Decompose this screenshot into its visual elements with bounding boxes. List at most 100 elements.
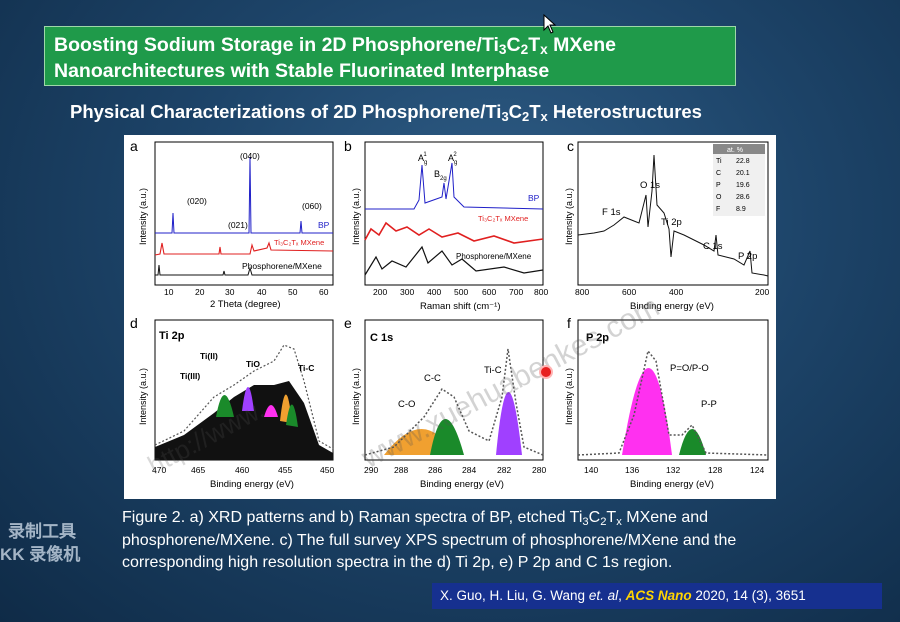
ylabel-b: Intensity (a.u.) [351, 188, 361, 245]
svg-text:at. %: at. % [727, 147, 743, 154]
slide-title: Boosting Sodium Storage in 2D Phosphoren… [44, 26, 736, 86]
svg-text:Ti: Ti [716, 158, 722, 165]
svg-text:500: 500 [454, 287, 468, 297]
legend-a-bp: BP [318, 220, 330, 230]
svg-text:290: 290 [364, 465, 378, 475]
peak-021: (021) [228, 220, 248, 230]
panel-b: b Ag1 B2g Ag2 BP Ti₃C₂Tₓ MXene Phosphore… [344, 138, 548, 312]
svg-text:60: 60 [319, 287, 329, 297]
panel-letter-b: b [344, 138, 352, 154]
figure-panel: a (020) (021) (040) (060) BP Ti₃C₂Tₓ MXe… [124, 135, 776, 499]
svg-text:200: 200 [755, 287, 769, 297]
title-line-2: Nanoarchitectures with Stable Fluorinate… [54, 60, 550, 82]
panel-letter-f: f [567, 315, 571, 331]
svg-text:F: F [716, 206, 720, 213]
ylabel-f: Intensity (a.u.) [564, 368, 574, 425]
title-d: Ti 2p [159, 330, 185, 342]
xlabel-f: Binding energy (eV) [630, 479, 714, 490]
xps-f1s: F 1s [602, 207, 621, 218]
raman-ag2: Ag2 [448, 152, 457, 166]
xps-ti2p: Ti 2p [661, 217, 682, 228]
ylabel-a: Intensity (a.u.) [138, 188, 148, 245]
legend-b-mxene: Ti₃C₂Tₓ MXene [478, 214, 528, 223]
label-tic-e: Ti-C [484, 365, 502, 376]
ylabel-c: Intensity (a.u.) [564, 188, 574, 245]
svg-text:8.9: 8.9 [736, 206, 746, 213]
svg-text:600: 600 [622, 287, 636, 297]
xlabel-b: Raman shift (cm⁻¹) [420, 301, 501, 312]
svg-text:600: 600 [482, 287, 496, 297]
legend-b-composite: Phosphorene/MXene [456, 252, 532, 261]
svg-text:124: 124 [750, 465, 764, 475]
svg-text:O: O [716, 194, 722, 201]
label-pp: P-P [701, 399, 717, 410]
xlabel-a: 2 Theta (degree) [210, 299, 281, 310]
panel-letter-a: a [130, 138, 138, 154]
label-co: C-O [398, 399, 415, 410]
label-po: P=O/P-O [670, 363, 709, 374]
svg-text:470: 470 [152, 465, 166, 475]
label-tio: TiO [246, 359, 260, 369]
svg-text:P: P [716, 182, 721, 189]
panel-c: c O 1s F 1s Ti 2p C 1s P 2p at. % Ti 22.8… [564, 138, 769, 312]
svg-text:128: 128 [708, 465, 722, 475]
caption-line-2: phosphorene/MXene. c) The full survey XP… [122, 531, 737, 549]
svg-text:22.8: 22.8 [736, 158, 750, 165]
svg-text:465: 465 [191, 465, 205, 475]
raman-ag1: Ag1 [418, 152, 427, 166]
ylabel-e: Intensity (a.u.) [351, 368, 361, 425]
svg-text:132: 132 [666, 465, 680, 475]
svg-text:800: 800 [534, 287, 548, 297]
svg-text:30: 30 [225, 287, 235, 297]
svg-text:200: 200 [373, 287, 387, 297]
figure-svg: a (020) (021) (040) (060) BP Ti₃C₂Tₓ MXe… [130, 138, 769, 490]
svg-text:10: 10 [164, 287, 174, 297]
legend-b-bp: BP [528, 193, 540, 203]
xps-o1s: O 1s [640, 180, 660, 191]
caption-line-1: Figure 2. a) XRD patterns and b) Raman s… [122, 509, 709, 528]
svg-text:136: 136 [625, 465, 639, 475]
slide-subtitle: Physical Characterizations of 2D Phospho… [70, 101, 702, 124]
svg-text:286: 286 [428, 465, 442, 475]
svg-text:19.6: 19.6 [736, 182, 750, 189]
svg-text:455: 455 [278, 465, 292, 475]
legend-a-composite: Phosphorene/MXene [242, 261, 322, 271]
peak-020: (020) [187, 196, 207, 206]
svg-text:700: 700 [509, 287, 523, 297]
svg-text:288: 288 [394, 465, 408, 475]
title-f: P 2p [586, 332, 609, 344]
label-ti2: Ti(II) [200, 351, 218, 361]
svg-text:450: 450 [320, 465, 334, 475]
label-tic-d: Ti-C [298, 363, 314, 373]
svg-text:20: 20 [195, 287, 205, 297]
peak-040: (040) [240, 151, 260, 161]
peak-060: (060) [302, 201, 322, 211]
title-e: C 1s [370, 332, 393, 344]
label-cc: C-C [424, 373, 441, 384]
title-line-1: Boosting Sodium Storage in 2D Phosphoren… [54, 34, 616, 57]
xlabel-c: Binding energy (eV) [630, 301, 714, 312]
xlabel-d: Binding energy (eV) [210, 479, 294, 490]
svg-text:40: 40 [257, 287, 267, 297]
panel-e: e C 1s C-O C-C Ti-C 290 288 286 284 282 … [344, 315, 546, 490]
laser-pointer-icon [539, 365, 553, 379]
svg-text:28.6: 28.6 [736, 194, 750, 201]
svg-text:282: 282 [497, 465, 511, 475]
ylabel-d: Intensity (a.u.) [138, 368, 148, 425]
caption-line-3: corresponding high resolution spectra in… [122, 554, 673, 571]
svg-text:C: C [716, 170, 721, 177]
recorder-watermark: 录制工具 KK 录像机 [0, 522, 81, 564]
svg-text:50: 50 [288, 287, 298, 297]
xps-p2p: P 2p [738, 251, 757, 262]
xps-c1s: C 1s [703, 241, 723, 252]
svg-text:460: 460 [235, 465, 249, 475]
figure-caption: Figure 2. a) XRD patterns and b) Raman s… [122, 507, 842, 575]
panel-d: d Ti 2p Ti(III) Ti(II) TiO Ti-C 470 465 … [130, 315, 334, 490]
panel-a: a (020) (021) (040) (060) BP Ti₃C₂Tₓ MXe… [130, 138, 334, 310]
svg-text:400: 400 [669, 287, 683, 297]
svg-text:800: 800 [575, 287, 589, 297]
raman-b2g: B2g [434, 169, 447, 182]
panel-f: f P 2p P=O/P-O P-P 140 136 132 128 124 B… [564, 315, 769, 490]
svg-text:140: 140 [584, 465, 598, 475]
